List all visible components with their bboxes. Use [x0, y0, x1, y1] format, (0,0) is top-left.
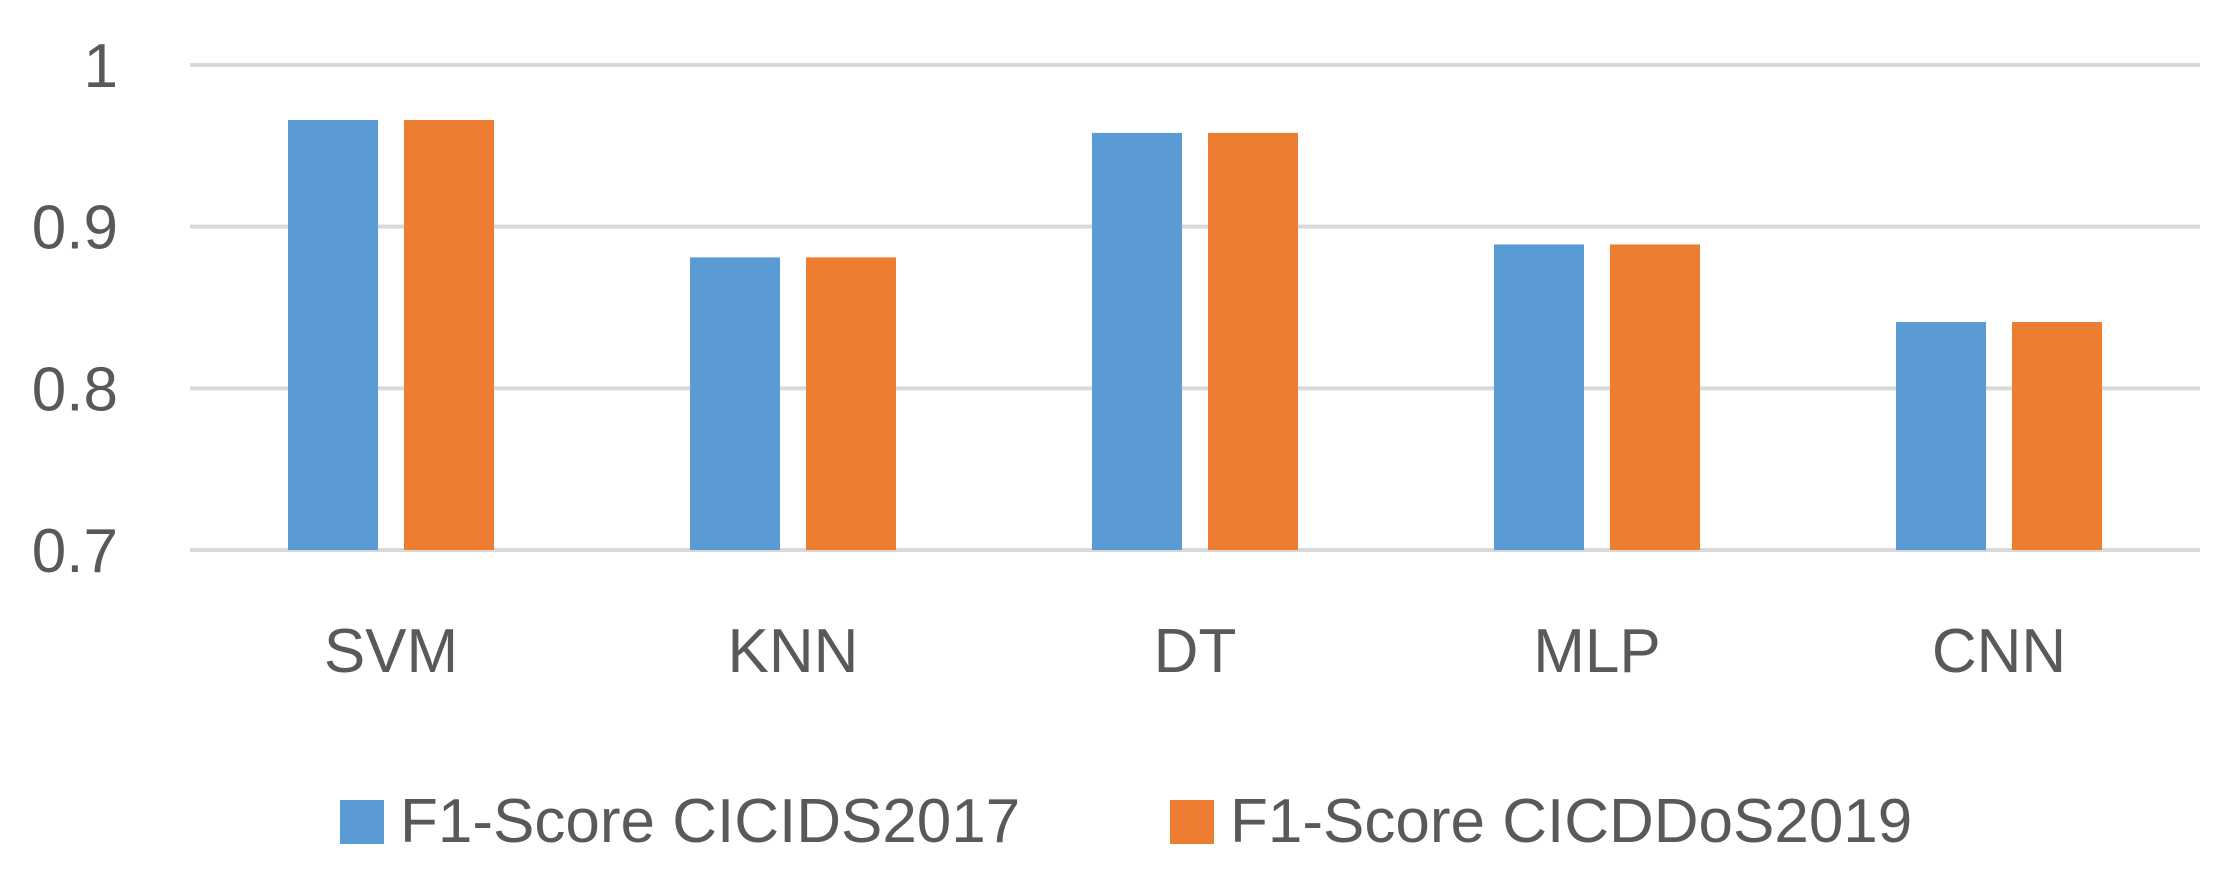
y-tick-label: 1	[84, 32, 118, 101]
gridlines	[190, 63, 2200, 552]
bar-mlp-series-2	[1610, 244, 1700, 550]
bar-mlp-series-1	[1494, 244, 1584, 550]
y-tick-label: 0.7	[32, 517, 118, 586]
bar-knn-series-2	[806, 257, 896, 550]
x-category-label: CNN	[1932, 617, 2066, 686]
legend-label: F1-Score CICDDoS2019	[1230, 787, 1912, 856]
bar-svm-series-2	[404, 119, 494, 550]
x-axis-categories: SVM KNN DT MLP CNN	[324, 617, 2066, 686]
bar-svm-series-1	[288, 119, 378, 550]
y-tick-label: 0.9	[32, 194, 118, 263]
legend-swatch	[1170, 800, 1214, 844]
bar-cnn-series-2	[2012, 322, 2102, 550]
legend: F1-Score CICIDS2017 F1-Score CICDDoS2019	[340, 787, 1912, 856]
y-tick-label: 0.8	[32, 355, 118, 424]
x-category-label: DT	[1154, 617, 1237, 686]
x-category-label: MLP	[1533, 617, 1660, 686]
legend-label: F1-Score CICIDS2017	[400, 787, 1020, 856]
x-category-label: KNN	[728, 617, 859, 686]
bars	[288, 119, 2102, 550]
bar-dt-series-2	[1208, 132, 1298, 550]
x-category-label: SVM	[324, 617, 458, 686]
bar-knn-series-1	[690, 257, 780, 550]
legend-swatch	[340, 800, 384, 844]
y-axis-ticks: 0.7 0.8 0.9 1	[32, 32, 118, 586]
bar-dt-series-1	[1092, 132, 1182, 550]
bar-cnn-series-1	[1896, 322, 1986, 550]
